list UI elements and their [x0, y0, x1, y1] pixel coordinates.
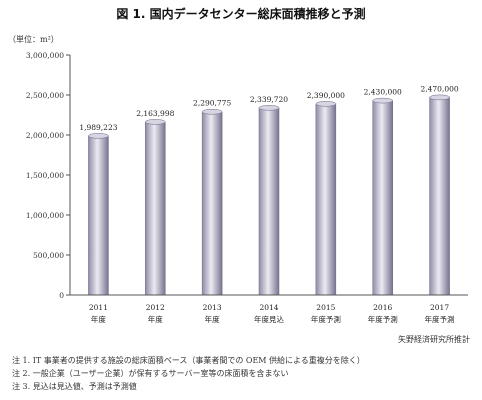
y-axis-unit-label: （単位：m²） [8, 34, 59, 44]
note-3: 注 3. 見込は見込値、予測は予測値 [12, 382, 137, 391]
bar-top [88, 133, 109, 139]
x-axis: 2011 年度 2012 年度 2013 年度 2014 年度見込 2015 年度予測 2016 年度… [70, 294, 468, 324]
x-category-sublabel: 年度見込 [254, 314, 284, 324]
y-tick-label: 0 [59, 291, 64, 300]
bar-top [201, 108, 223, 115]
y-tick-label: 500,000 [33, 251, 64, 260]
x-category-sublabel: 年度予測 [368, 314, 398, 324]
x-category-sublabel: 年度 [91, 314, 106, 324]
bar [429, 97, 450, 296]
y-tick-label: 1,000,000 [26, 211, 64, 220]
y-tick-label: 3,000,000 [26, 51, 64, 60]
bar-top [429, 94, 450, 101]
bar [88, 135, 109, 296]
bar-value-label: 2,470,000 [420, 84, 458, 93]
bar-top [145, 119, 166, 125]
x-category-label: 2014 [259, 303, 278, 312]
chart-title: 図 1. 国内データセンター総床面積推移と予測 [116, 7, 366, 21]
x-category-label: 2017 [430, 303, 449, 312]
source-label: 矢野経済研究所推計 [398, 335, 470, 344]
bar [315, 103, 337, 296]
y-tick-label: 2,000,000 [26, 131, 64, 140]
x-category-sublabel: 年度予測 [311, 314, 341, 324]
bar-chart: （単位：m²） 0 500,000 1,000,000 1,500,000 2,000,… [8, 34, 468, 324]
bar-top [372, 97, 393, 104]
bar-top [315, 101, 337, 107]
x-category-sublabel: 年度 [205, 314, 220, 324]
bar-value-label: 2,163,998 [136, 109, 174, 118]
note-2: 注 2. 一般企業（ユーザー企業）が保有するサーバー室等の床面積を含まない [12, 369, 289, 378]
y-tick-label: 2,500,000 [26, 91, 64, 100]
x-category-label: 2016 [373, 303, 392, 312]
x-category-label: 2012 [146, 303, 165, 312]
x-category-label: 2015 [316, 303, 335, 312]
x-category-label: 2011 [89, 303, 108, 312]
bar-value-label: 2,339,720 [250, 95, 288, 104]
bar-value-label: 2,430,000 [364, 88, 402, 97]
bar [145, 121, 166, 296]
notes: 注 1. IT 事業者の提供する施設の総床面積ベース（事業者間での OEM 供給… [12, 354, 365, 393]
bar-value-label: 2,390,000 [307, 91, 345, 100]
x-category-label: 2013 [203, 303, 222, 312]
x-category-sublabel: 年度予測 [425, 314, 455, 324]
y-tick-label: 1,500,000 [26, 171, 64, 180]
y-axis: 0 500,000 1,000,000 1,500,000 2,000,000 2,500… [26, 51, 71, 300]
bar-top [258, 105, 280, 111]
bar-value-label: 2,290,775 [193, 99, 231, 108]
bar [258, 107, 280, 296]
note-1: 注 1. IT 事業者の提供する施設の総床面積ベース（事業者間での OEM 供給… [12, 356, 365, 365]
bar [372, 100, 393, 296]
bars-group: 1,989,223 2,163,998 2,290,775 2,339,720 2,39… [79, 84, 459, 296]
x-category-sublabel: 年度 [148, 314, 163, 324]
bar [201, 111, 223, 296]
bar-value-label: 1,989,223 [79, 123, 117, 132]
